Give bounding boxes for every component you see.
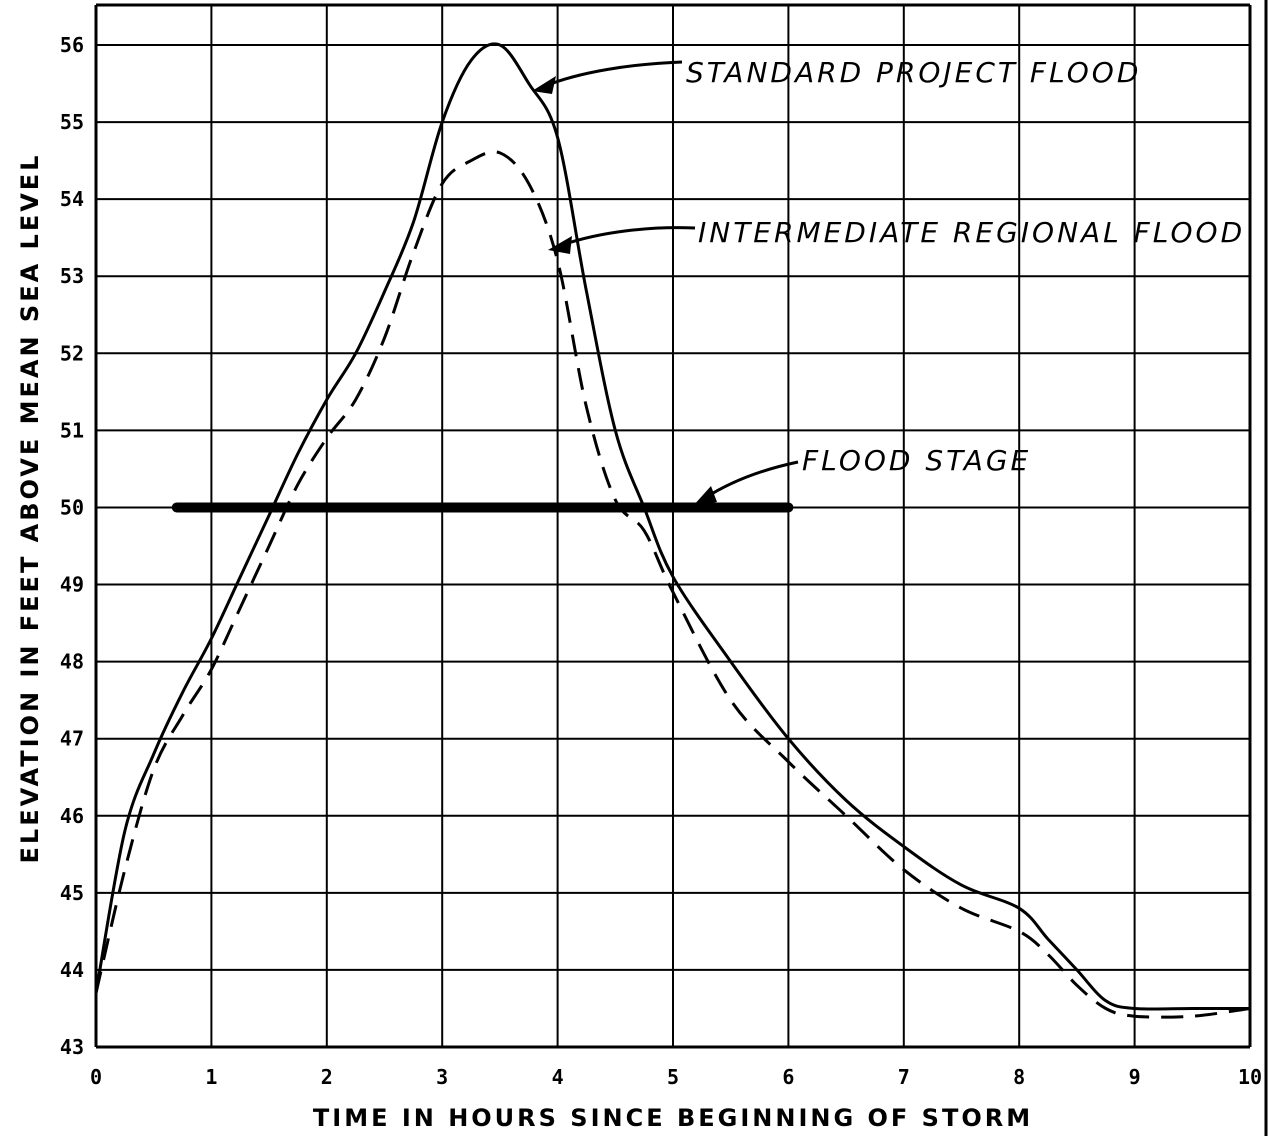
x-tick-label: 1 (205, 1065, 217, 1089)
y-tick-label: 45 (60, 881, 84, 905)
x-tick-label: 3 (436, 1065, 448, 1089)
x-axis-title: TIME IN HOURS SINCE BEGINNING OF STORM (313, 1104, 1033, 1132)
annotations: STANDARD PROJECT FLOOD INTERMEDIATE REGI… (532, 56, 1245, 506)
y-tick-label: 54 (60, 187, 84, 211)
spf-arrow-head (532, 76, 556, 94)
flood-stage-label: FLOOD STAGE (802, 444, 1031, 477)
irf-arrow-head (548, 236, 572, 254)
y-tick-label: 48 (60, 650, 84, 674)
x-tick-label: 6 (782, 1065, 794, 1089)
y-tick-label: 44 (60, 958, 84, 982)
x-tick-label: 5 (667, 1065, 679, 1089)
spf-label: STANDARD PROJECT FLOOD (686, 56, 1141, 89)
y-tick-label: 51 (60, 418, 84, 442)
y-tick-label: 43 (60, 1035, 84, 1059)
y-tick-label: 53 (60, 264, 84, 288)
x-tick-label: 8 (1013, 1065, 1025, 1089)
y-axis-title: ELEVATION IN FEET ABOVE MEAN SEA LEVEL (16, 153, 44, 864)
y-tick-label: 47 (60, 727, 84, 751)
intermediate-regional-flood-line (94, 150, 1251, 1019)
x-tick-label: 7 (898, 1065, 910, 1089)
x-tick-label: 4 (552, 1065, 564, 1089)
standard-project-flood-line (94, 42, 1250, 1011)
series-lines (94, 42, 1251, 1019)
x-tick-label: 0 (90, 1065, 102, 1089)
x-tick-label: 10 (1238, 1065, 1262, 1089)
y-tick-label: 50 (60, 495, 84, 519)
y-tick-label: 56 (60, 33, 84, 57)
y-tick-label: 52 (60, 341, 84, 365)
x-tick-label: 2 (321, 1065, 333, 1089)
flood-stage-leader (704, 460, 799, 500)
y-tick-label: 49 (60, 573, 84, 597)
x-tick-label: 9 (1129, 1065, 1141, 1089)
flood-stage-arrow-head (693, 486, 717, 506)
y-tick-label: 46 (60, 804, 84, 828)
y-tick-label: 55 (60, 110, 84, 134)
irf-leader (561, 226, 696, 247)
irf-label: INTERMEDIATE REGIONAL FLOOD (698, 216, 1245, 249)
spf-leader (544, 60, 683, 88)
grid (94, 0, 1268, 1136)
